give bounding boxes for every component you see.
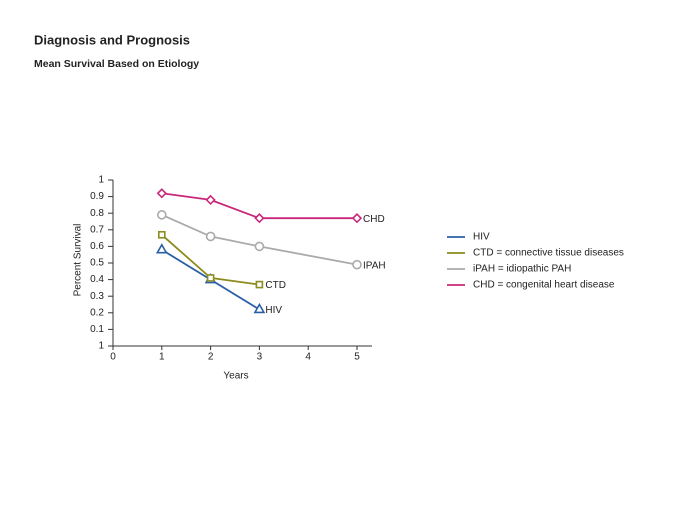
chart-title: Diagnosis and Prognosis (34, 32, 190, 47)
marker (158, 230, 166, 239)
y-tick-label: 1 (98, 175, 104, 186)
y-tick-label: 1 (98, 341, 104, 352)
series-line (161, 214, 358, 266)
marker (205, 194, 216, 206)
y-tick-label: 0.7 (90, 224, 104, 235)
legend-label: HIV (473, 232, 490, 243)
y-tick-label: 0.1 (90, 324, 104, 335)
marker (254, 241, 265, 252)
x-tick-label: 4 (305, 352, 311, 363)
legend-label: iPAH = idiopathic PAH (473, 264, 571, 275)
marker (206, 274, 215, 282)
y-tick-label: 0.9 (90, 191, 104, 202)
marker (351, 213, 363, 224)
y-tick-label: 0.2 (90, 307, 104, 318)
x-tick-label: 1 (159, 352, 165, 363)
marker (156, 188, 167, 199)
legend-label: CTD = connective tissue diseases (473, 248, 624, 259)
series-line (161, 192, 357, 220)
series-end-label: CTD (265, 280, 286, 291)
y-tick-label: 0.8 (90, 208, 104, 219)
series-end-label: CHD (363, 214, 385, 225)
marker (205, 231, 216, 242)
x-tick-label: 3 (257, 352, 263, 363)
series-end-label: HIV (265, 305, 282, 316)
x-tick-label: 5 (354, 352, 360, 363)
x-tick-label: 0 (110, 352, 116, 363)
y-tick-label: 0.4 (90, 274, 104, 285)
marker (155, 243, 168, 254)
y-tick-label: 0.3 (90, 291, 104, 302)
marker (352, 259, 362, 270)
series-end-label: IPAH (363, 260, 386, 271)
chart-subtitle: Mean Survival Based on Etiology (34, 58, 199, 70)
y-axis-label: Percent Survival (73, 224, 84, 297)
y-tick-label: 0.5 (90, 258, 104, 269)
marker (254, 213, 265, 224)
marker (255, 280, 264, 289)
legend-label: CHD = congenital heart disease (473, 280, 615, 291)
x-tick-label: 2 (208, 352, 214, 363)
x-axis-label: Years (223, 371, 248, 382)
marker (253, 302, 266, 314)
y-tick-label: 0.6 (90, 241, 104, 252)
marker (157, 210, 167, 220)
